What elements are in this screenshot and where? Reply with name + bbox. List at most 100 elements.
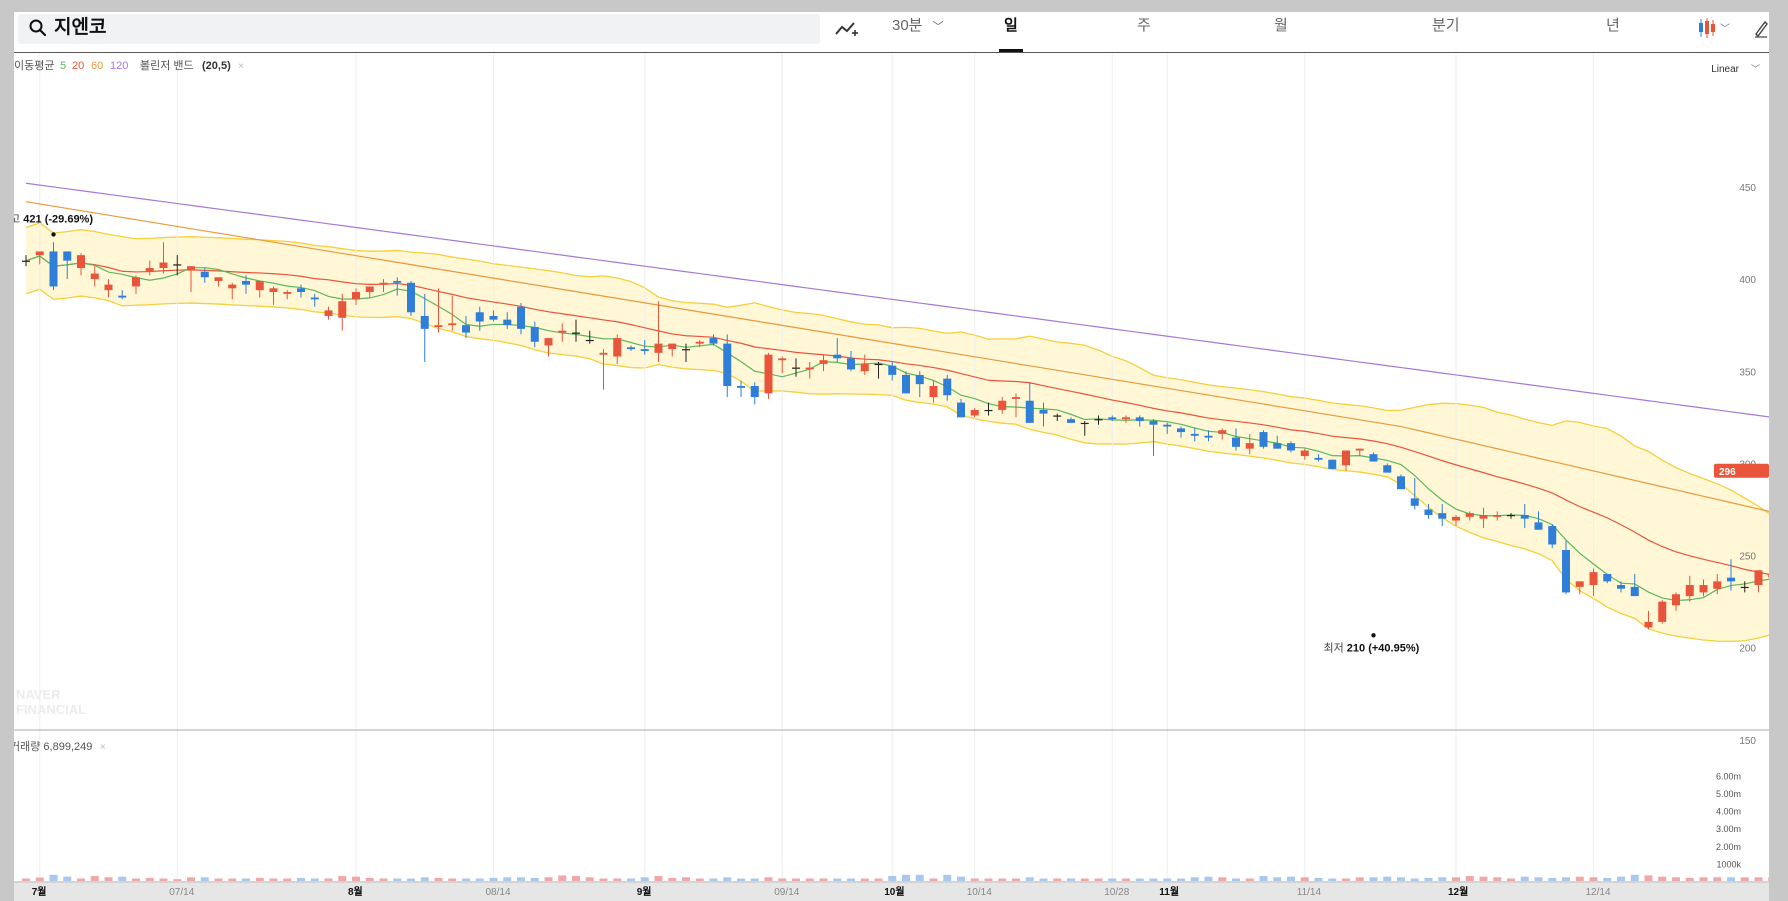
price-tick-label-200: 200: [1739, 644, 1756, 655]
price-tick-label-150: 150: [1739, 736, 1756, 747]
volume-bar-49: [695, 878, 704, 881]
candle-body-87: [1218, 430, 1227, 434]
ma-legend-close-icon[interactable]: ×: [139, 61, 145, 72]
candle-53: [750, 382, 759, 405]
candle-61: [860, 354, 869, 375]
candle-body-89: [1245, 443, 1254, 449]
volume-bar-3: [63, 876, 72, 881]
candle-body-22: [324, 310, 333, 316]
candle-body-85: [1190, 433, 1199, 436]
candle-41: [585, 330, 594, 344]
volume-bar-92: [1287, 876, 1295, 881]
candle-87: [1218, 428, 1227, 440]
candle-104: [1452, 515, 1460, 527]
volume-bar-51: [723, 877, 732, 881]
candle-75: [1053, 413, 1062, 422]
x-tick-label-6: 10월: [884, 886, 904, 898]
candle-body-28: [407, 282, 415, 313]
candle-80: [1122, 415, 1130, 423]
tab-year[interactable]: 년: [1606, 17, 1620, 34]
volume-bar-91: [1273, 877, 1282, 881]
candle-57: [805, 362, 814, 379]
tab-day[interactable]: 일: [1004, 17, 1018, 34]
volume-bar-71: [998, 878, 1007, 881]
volume-bar-104: [1452, 877, 1460, 881]
candle-body-117: [1630, 586, 1639, 597]
volume-bar-94: [1314, 877, 1323, 881]
low-annotation-value: 210 (+40.95%): [1347, 642, 1420, 654]
interval-30m-dropdown[interactable]: 30분 ﹀: [892, 16, 944, 37]
candle-45: [640, 339, 649, 355]
candle-1: [35, 251, 44, 265]
volume-bar-56: [792, 878, 800, 881]
candle-body-104: [1452, 516, 1460, 521]
tab-week[interactable]: 주: [1137, 17, 1151, 34]
candle-body-8: [132, 277, 140, 287]
volume-bar-64: [902, 874, 910, 881]
candle-63: [888, 362, 897, 381]
bb-legend-close-icon[interactable]: ×: [238, 61, 244, 72]
volume-bar-59: [833, 878, 842, 881]
tab-quarter[interactable]: 분기: [1432, 17, 1460, 34]
search-query[interactable]: 지엔코: [54, 17, 107, 38]
candle-82: [1149, 419, 1158, 457]
candle-body-64: [902, 374, 910, 394]
candle-body-30: [434, 325, 443, 328]
candle-body-112: [1562, 550, 1570, 593]
volume-bar-46: [654, 876, 663, 881]
ma120-line: [25, 182, 1769, 418]
volume-bar-89: [1245, 878, 1254, 881]
tab-month[interactable]: 월: [1274, 17, 1288, 34]
volume-bar-12: [187, 877, 195, 881]
volume-legend-close-icon[interactable]: ×: [100, 742, 106, 753]
candle-body-36: [517, 306, 525, 329]
high-annotation-value: 421 (-29.69%): [23, 213, 93, 225]
candle-118: [1644, 610, 1653, 630]
volume-bar-27: [393, 878, 402, 881]
candle-30: [434, 288, 443, 333]
volume-bar-115: [1603, 877, 1612, 881]
candle-70: [984, 402, 993, 416]
candle-69: [970, 408, 979, 418]
candle-93: [1300, 448, 1309, 460]
x-tick-label-10: 11/14: [1297, 887, 1322, 898]
candle-22: [324, 306, 333, 320]
last-price-tag: [1714, 463, 1769, 478]
volume-bar-28: [407, 878, 415, 881]
stock-chart[interactable]: 150200250300350400450Linear﹀296이동평균52060…: [14, 12, 1769, 901]
pencil-draw-icon[interactable]: [1754, 18, 1768, 38]
candle-body-101: [1410, 498, 1419, 506]
candle-body-68: [957, 402, 965, 418]
volume-bar-72: [1012, 878, 1020, 881]
candle-body-74: [1039, 409, 1048, 414]
candle-4: [77, 253, 85, 276]
volume-bar-69: [970, 878, 979, 881]
volume-bar-98: [1369, 877, 1378, 881]
volume-bar-43: [613, 878, 622, 881]
volume-bar-119: [1658, 876, 1667, 881]
candle-15: [228, 282, 237, 300]
volume-bar-57: [805, 878, 814, 881]
candle-body-100: [1397, 476, 1405, 490]
volume-bar-22: [324, 878, 333, 881]
scale-mode-label[interactable]: Linear: [1711, 64, 1739, 75]
candle-86: [1204, 430, 1213, 442]
candle-body-115: [1603, 573, 1612, 582]
candle-body-51: [723, 343, 732, 386]
candle-122: [1699, 579, 1708, 597]
candle-body-46: [654, 343, 663, 353]
volume-bar-40: [572, 876, 580, 881]
volume-bar-14: [214, 878, 223, 881]
candlestick-type-icon[interactable]: ﹀: [1696, 16, 1732, 40]
candle-body-107: [1493, 515, 1502, 517]
price-tick-label-250: 250: [1739, 552, 1756, 563]
candle-body-54: [764, 354, 773, 394]
ma-legend-period-5: 5: [60, 60, 66, 72]
candle-body-114: [1589, 572, 1598, 586]
search-box[interactable]: 지엔코: [18, 14, 820, 44]
add-line-chart-icon[interactable]: [834, 18, 860, 40]
candle-body-78: [1094, 419, 1103, 421]
volume-tick-label-2: 3.00m: [1716, 824, 1741, 834]
candle-110: [1534, 511, 1543, 530]
candle-body-47: [668, 343, 677, 350]
